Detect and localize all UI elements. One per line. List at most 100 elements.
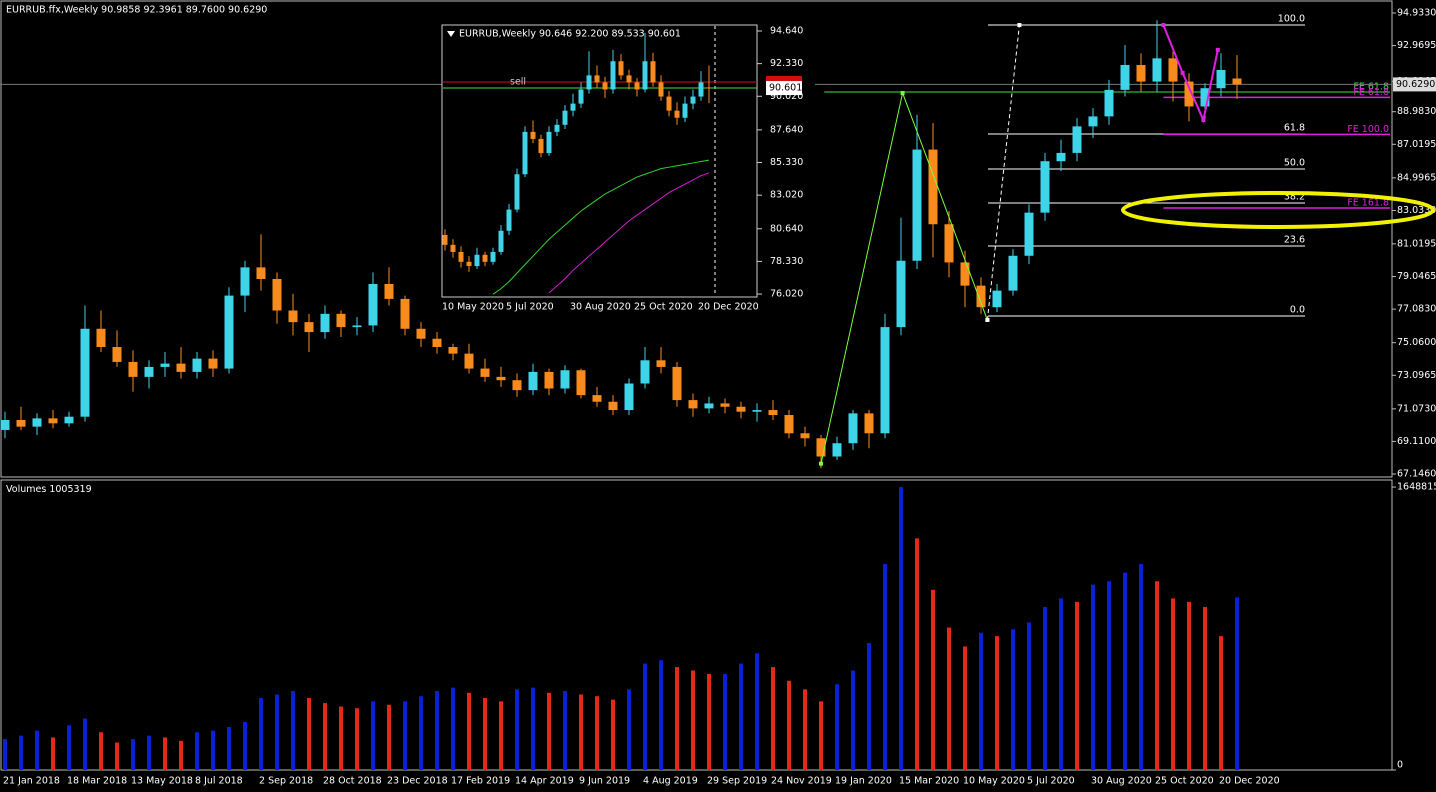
inset-price-box xyxy=(766,81,802,96)
fib-label: 38.2 xyxy=(1284,192,1305,203)
candle-body xyxy=(304,322,314,333)
volume-bar xyxy=(547,692,551,770)
fe-label: FE 61.8 xyxy=(1353,82,1389,93)
candle-body xyxy=(384,283,394,299)
candle-body xyxy=(642,61,648,90)
candle-body xyxy=(624,383,634,411)
candle-body xyxy=(496,376,506,381)
volume-bar xyxy=(3,739,7,770)
candle-body xyxy=(176,363,186,372)
candle-body xyxy=(336,313,346,328)
volume-bar xyxy=(899,487,903,770)
pattern-line-point xyxy=(1161,23,1166,28)
candle-body xyxy=(400,298,410,329)
volume-bar xyxy=(963,646,967,770)
fib-label: 23.6 xyxy=(1284,234,1305,245)
candle-body xyxy=(1024,212,1034,256)
y-tick-label: 83.0330 xyxy=(1397,205,1436,216)
pattern-line-point xyxy=(1215,47,1220,52)
price-pane-border xyxy=(0,0,1393,478)
volume-bar xyxy=(51,737,55,770)
candle-body xyxy=(224,295,234,369)
candle-body xyxy=(720,403,730,407)
candle-body xyxy=(160,363,170,367)
candle-body xyxy=(272,278,282,311)
volume-bar xyxy=(83,718,87,770)
y-tick-label: 79.0465 xyxy=(1397,271,1436,282)
candle-body xyxy=(864,413,874,434)
y-tick-label: 87.0195 xyxy=(1397,139,1436,150)
candle-body xyxy=(704,403,714,409)
inset-x-tick-label: 20 Dec 2020 xyxy=(698,302,759,313)
candle-body xyxy=(464,353,474,369)
candle-body xyxy=(522,131,528,175)
candle-body xyxy=(578,89,584,104)
volume-bar xyxy=(931,589,935,770)
volume-bar xyxy=(947,627,951,770)
x-tick-label: 14 Apr 2019 xyxy=(515,776,574,787)
candle-body xyxy=(896,260,906,328)
candle-body xyxy=(592,395,602,402)
inset-y-tick-label: 90.020 xyxy=(770,91,803,102)
inset-x-tick-label: 25 Oct 2020 xyxy=(634,302,693,313)
pattern-line xyxy=(1162,24,1219,124)
inset-y-tick-label: 83.020 xyxy=(770,190,803,201)
candle-body xyxy=(0,420,10,430)
candle-body xyxy=(618,61,624,76)
price-box-label: 90.6290 xyxy=(1396,79,1435,90)
inset-background xyxy=(442,25,815,315)
x-tick-label: 4 Aug 2019 xyxy=(643,776,698,787)
candle-body xyxy=(672,366,682,401)
inset-x-tick-label: 10 May 2020 xyxy=(442,302,504,313)
volume-bar xyxy=(1075,601,1079,770)
candle-body xyxy=(960,262,970,286)
x-tick-label: 17 Feb 2019 xyxy=(451,776,510,787)
candle-body xyxy=(1184,81,1194,107)
volume-bar xyxy=(1107,581,1111,770)
y-tick-label: 69.1100 xyxy=(1397,436,1436,447)
y-tick-label: 71.0730 xyxy=(1397,403,1436,414)
volume-label: Volumes xyxy=(6,484,46,495)
candle-body xyxy=(512,380,522,391)
highlight-ellipse xyxy=(1121,191,1435,229)
volume-bar xyxy=(675,667,679,770)
inset-title: EURRUB,Weekly 90.646 92.200 89.533 90.60… xyxy=(459,29,681,40)
x-tick-label: 29 Sep 2019 xyxy=(707,776,767,787)
candle-body xyxy=(688,400,698,409)
volume-bar xyxy=(403,701,407,770)
candle-body xyxy=(368,283,378,326)
y-tick-label: 67.1460 xyxy=(1397,468,1436,479)
candle-body xyxy=(976,285,986,308)
candle-body xyxy=(352,325,362,328)
inset-y-tick-label: 92.330 xyxy=(770,58,803,69)
candle-body xyxy=(474,254,480,267)
candle-body xyxy=(442,234,448,245)
volume-pane: 0 1648815 xyxy=(3,482,1436,771)
candle-body xyxy=(490,251,496,262)
candle-body xyxy=(144,366,154,377)
x-tick-label: 9 Jun 2019 xyxy=(579,776,630,787)
trend-line-point xyxy=(985,317,990,322)
candle-body xyxy=(1072,126,1082,153)
candle-body xyxy=(928,149,938,225)
y-tick-label: 77.0830 xyxy=(1397,304,1436,315)
volume-bar xyxy=(1059,598,1063,770)
candle-body xyxy=(1200,88,1210,107)
candle-body xyxy=(560,370,570,389)
volume-bar xyxy=(515,689,519,770)
candle-body xyxy=(1104,89,1114,117)
volume-bar xyxy=(611,699,615,770)
price-box xyxy=(1393,77,1436,92)
volume-bar xyxy=(627,689,631,770)
candle-body xyxy=(538,138,544,154)
y-tick-label: 92.9695 xyxy=(1397,40,1436,51)
volume-bar xyxy=(275,694,279,770)
candle-body xyxy=(848,413,858,444)
y-tick-label: 73.0965 xyxy=(1397,370,1436,381)
candle-body xyxy=(752,410,762,412)
candle-body xyxy=(1088,116,1098,127)
volume-bar xyxy=(771,667,775,770)
volume-bar xyxy=(115,742,119,770)
y-tick-label: 94.9330 xyxy=(1397,8,1436,19)
y-tick-label: 81.0195 xyxy=(1397,238,1436,249)
